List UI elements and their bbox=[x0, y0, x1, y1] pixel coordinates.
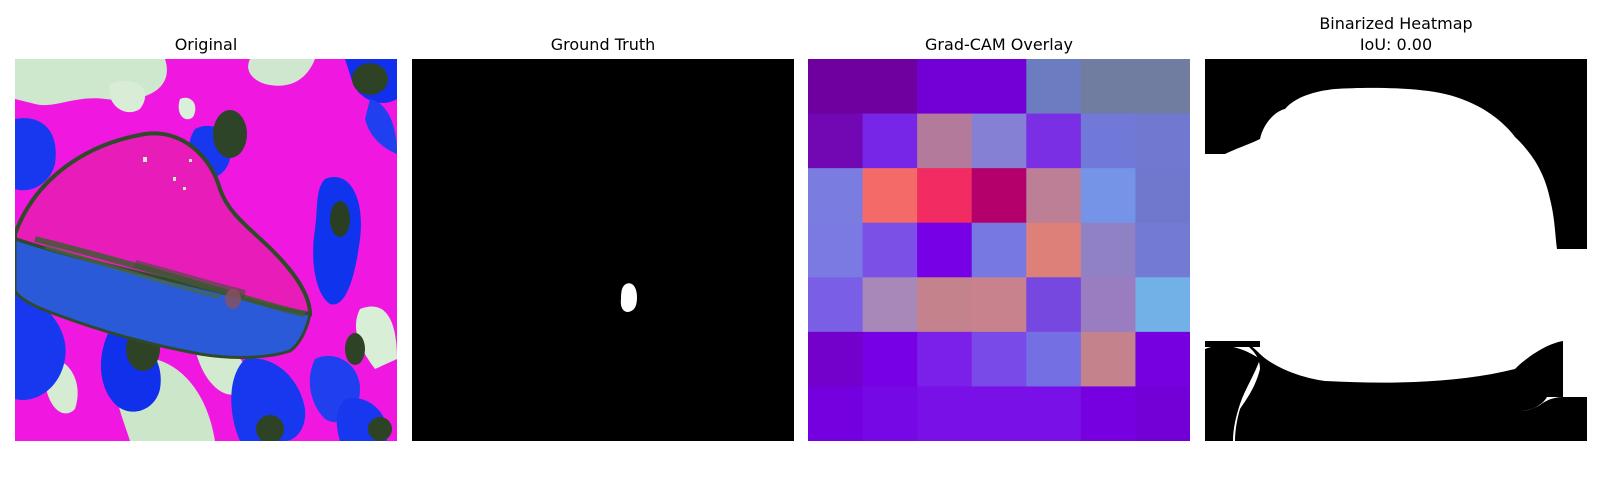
gradcam-overlay-image bbox=[808, 59, 1190, 441]
gradcam-cell bbox=[1135, 113, 1190, 169]
gradcam-cell bbox=[971, 277, 1027, 333]
panel-gradcam-overlay: Grad-CAM Overlay bbox=[808, 0, 1190, 442]
gradcam-cell bbox=[1135, 168, 1190, 224]
gradcam-cell bbox=[1135, 222, 1190, 278]
gradcam-cell bbox=[808, 113, 864, 169]
gradcam-cell bbox=[1080, 386, 1137, 441]
gradcam-cell bbox=[971, 168, 1027, 224]
gradcam-cell bbox=[862, 59, 918, 115]
gradcam-cell bbox=[808, 386, 864, 441]
gradcam-cell bbox=[971, 386, 1027, 441]
gradcam-cell bbox=[862, 331, 918, 388]
gradcam-cell bbox=[917, 222, 973, 278]
gradcam-cell bbox=[808, 168, 864, 224]
gradcam-cell bbox=[1080, 59, 1137, 115]
gradcam-cell bbox=[808, 59, 864, 115]
gradcam-cell bbox=[1080, 113, 1137, 169]
gradcam-cell bbox=[917, 59, 973, 115]
gradcam-cell bbox=[1026, 113, 1082, 169]
ground-truth-mask bbox=[412, 59, 794, 441]
panel-title-ground-truth: Ground Truth bbox=[550, 35, 656, 54]
gradcam-cell bbox=[808, 277, 864, 333]
panel-ground-truth: Ground Truth bbox=[412, 0, 794, 442]
gradcam-cell bbox=[1135, 59, 1190, 115]
gradcam-cell bbox=[917, 331, 973, 388]
gradcam-cell bbox=[917, 277, 973, 333]
gradcam-cell bbox=[862, 222, 918, 278]
gradcam-cell bbox=[862, 168, 918, 224]
gradcam-cell bbox=[1026, 59, 1082, 115]
iou-score-label: IoU: 0.00 bbox=[1359, 35, 1433, 54]
panel-title-binarized: Binarized Heatmap bbox=[1319, 14, 1473, 33]
gradcam-cell bbox=[971, 331, 1027, 388]
panel-binarized-heatmap: Binarized Heatmap IoU: 0.00 bbox=[1205, 0, 1587, 442]
gradcam-cell bbox=[1080, 222, 1137, 278]
gradcam-cell bbox=[1026, 277, 1082, 333]
panel-original: Original bbox=[15, 0, 397, 442]
gradcam-cell bbox=[1135, 277, 1190, 333]
gradcam-cell bbox=[862, 113, 918, 169]
original-image bbox=[15, 59, 397, 441]
gradcam-cell bbox=[862, 386, 918, 441]
gradcam-cell bbox=[1026, 222, 1082, 278]
binarized-heatmap-image bbox=[1205, 59, 1587, 441]
gradcam-cell bbox=[917, 113, 973, 169]
gradcam-cell bbox=[862, 277, 918, 333]
gradcam-cell bbox=[1080, 168, 1137, 224]
gradcam-cell bbox=[1080, 277, 1137, 333]
panel-title-original: Original bbox=[174, 35, 238, 54]
gradcam-cell bbox=[808, 222, 864, 278]
gradcam-cell bbox=[1026, 331, 1082, 388]
gradcam-cell bbox=[971, 222, 1027, 278]
gradcam-cell bbox=[1135, 386, 1190, 441]
panel-title-gradcam: Grad-CAM Overlay bbox=[925, 35, 1073, 54]
gradcam-cell bbox=[917, 386, 973, 441]
gradcam-cell bbox=[971, 113, 1027, 169]
gradcam-cell bbox=[1135, 331, 1190, 388]
gradcam-cell bbox=[1026, 386, 1082, 441]
ground-truth-blob bbox=[620, 283, 637, 312]
gradcam-cell bbox=[971, 59, 1027, 115]
gradcam-cell bbox=[808, 331, 864, 388]
gradcam-cell bbox=[917, 168, 973, 224]
gradcam-cell bbox=[1026, 168, 1082, 224]
gradcam-cell bbox=[1080, 331, 1137, 388]
